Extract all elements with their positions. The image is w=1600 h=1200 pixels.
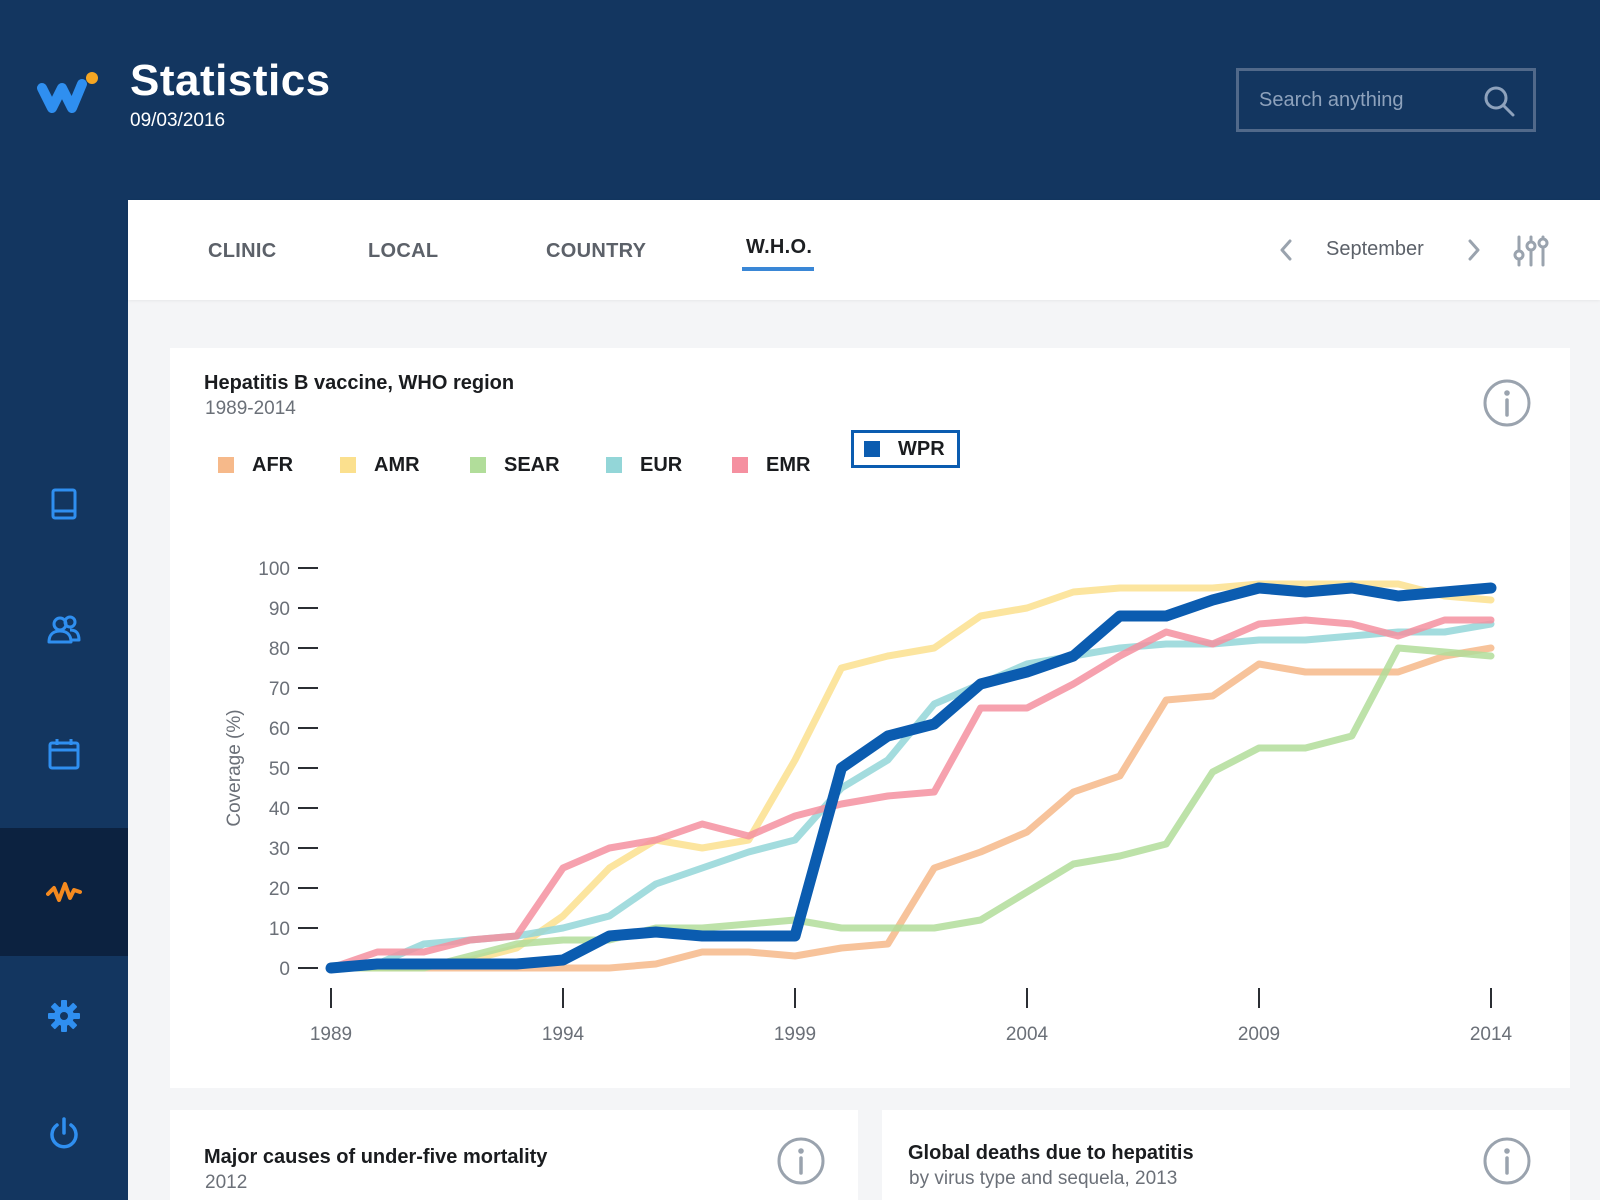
legend-item-emr[interactable]: EMR: [732, 448, 810, 482]
sidebar-item-logout[interactable]: [0, 1070, 128, 1198]
current-date: 09/03/2016: [130, 110, 226, 131]
legend-item-sear[interactable]: SEAR: [470, 448, 560, 482]
active-tab-indicator: [742, 267, 814, 271]
info-icon[interactable]: [1482, 1136, 1532, 1186]
month-label: September: [1326, 238, 1424, 260]
legend-swatch: [864, 441, 880, 457]
card-subtitle: by virus type and sequela, 2013: [909, 1168, 1178, 1189]
y-tick-label: 40: [269, 799, 290, 820]
series-line-wpr: [325, 582, 1497, 974]
series-line-sear: [327, 644, 1495, 972]
x-tick-label: 2009: [1238, 1024, 1280, 1045]
tabs-bar: CLINIC LOCAL COUNTRY W.H.O. September: [128, 200, 1600, 300]
y-tick-label: 80: [269, 639, 290, 660]
legend-label: WPR: [898, 437, 945, 460]
info-icon[interactable]: [1482, 378, 1532, 428]
chart-title: Hepatitis B vaccine, WHO region: [204, 372, 515, 394]
tab-clinic[interactable]: CLINIC: [208, 240, 277, 262]
card-title: Major causes of under-five mortality: [204, 1146, 548, 1168]
legend-label: SEAR: [504, 453, 560, 476]
sidebar-item-statistics[interactable]: [0, 828, 128, 956]
y-tick-label: 60: [269, 719, 290, 740]
y-axis-label: Coverage (%): [224, 709, 245, 826]
legend-item-eur[interactable]: EUR: [606, 448, 682, 482]
sidebar-item-patients[interactable]: [0, 566, 128, 694]
x-tick-label: 2014: [1470, 1024, 1513, 1045]
y-tick-label: 0: [279, 959, 290, 980]
sidebar-item-calendar[interactable]: [0, 690, 128, 818]
y-tick-label: 100: [258, 559, 290, 580]
legend-label: EUR: [640, 453, 683, 476]
search-icon[interactable]: [1483, 85, 1515, 117]
tab-who[interactable]: W.H.O.: [746, 236, 813, 258]
app-title: Statistics: [130, 56, 331, 105]
x-tick-label: 2004: [1006, 1024, 1049, 1045]
y-tick-label: 10: [269, 919, 290, 940]
legend-swatch: [218, 457, 234, 473]
x-tick-label: 1994: [542, 1024, 585, 1045]
sidebar-item-library[interactable]: [0, 440, 128, 568]
legend-item-wpr[interactable]: WPR: [851, 430, 960, 468]
filter-sliders-icon[interactable]: [1512, 234, 1550, 268]
hepatitis-deaths-card: Global deaths due to hepatitis by virus …: [882, 1110, 1570, 1200]
x-tick-label: 1989: [310, 1024, 352, 1045]
legend-swatch: [470, 457, 486, 473]
legend-label: AMR: [374, 453, 420, 476]
legend-swatch: [606, 457, 622, 473]
x-tick-label: 1999: [774, 1024, 816, 1045]
sidebar-item-settings[interactable]: [0, 952, 128, 1080]
legend-item-amr[interactable]: AMR: [340, 448, 420, 482]
gear-icon: [48, 1000, 80, 1032]
info-icon[interactable]: [776, 1136, 826, 1186]
y-tick-label: 20: [269, 879, 290, 900]
legend-swatch: [732, 457, 748, 473]
card-title: Global deaths due to hepatitis: [908, 1142, 1194, 1164]
book-icon: [51, 488, 77, 520]
under-five-mortality-card: Major causes of under-five mortality 201…: [170, 1110, 858, 1200]
activity-icon: [46, 882, 82, 902]
series-line-emr: [327, 616, 1495, 972]
chevron-left-icon[interactable]: [1276, 238, 1296, 262]
tab-local[interactable]: LOCAL: [368, 240, 439, 262]
y-tick-label: 70: [269, 679, 290, 700]
y-tick-label: 30: [269, 839, 290, 860]
search-box: [1236, 68, 1536, 132]
app-header: Statistics 09/03/2016: [0, 0, 1600, 200]
tab-country[interactable]: COUNTRY: [546, 240, 647, 262]
hepatitis-b-chart-card: Hepatitis B vaccine, WHO region 1989-201…: [170, 348, 1570, 1088]
app-logo-icon[interactable]: [36, 70, 102, 120]
legend-swatch: [340, 457, 356, 473]
y-tick-label: 90: [269, 599, 290, 620]
card-subtitle: 2012: [205, 1172, 248, 1193]
sidebar: [0, 200, 128, 1200]
series-line-afr: [327, 644, 1495, 972]
users-icon: [47, 615, 81, 644]
calendar-icon: [48, 739, 80, 770]
chevron-right-icon[interactable]: [1464, 238, 1484, 262]
legend-item-afr[interactable]: AFR: [218, 448, 293, 482]
search-input[interactable]: [1239, 88, 1479, 112]
power-icon: [50, 1117, 78, 1149]
legend-label: AFR: [252, 453, 294, 476]
coverage-line-chart: 0 10 20 30 40 50 60 70 80 90 100 1989 1994 1999 2004 20…: [224, 559, 1513, 1045]
legend-label: EMR: [766, 453, 811, 476]
chart-subtitle: 1989-2014: [205, 398, 296, 419]
y-tick-label: 50: [269, 759, 290, 780]
